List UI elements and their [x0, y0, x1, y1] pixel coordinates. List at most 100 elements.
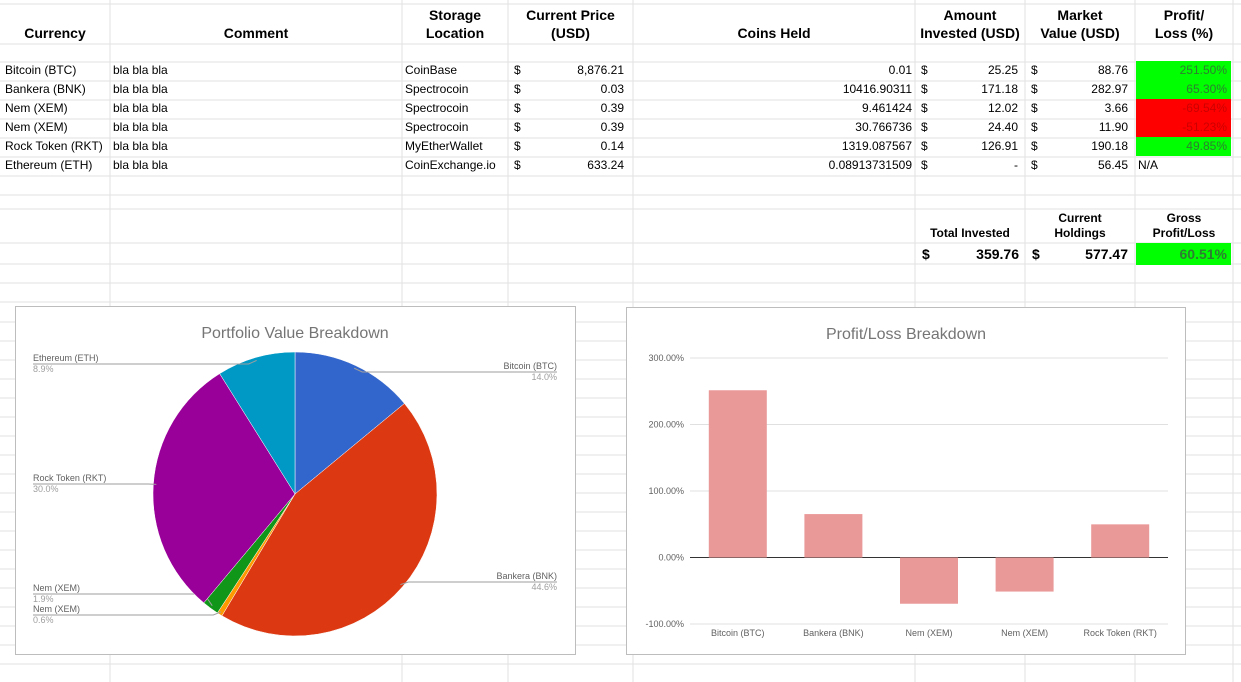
pie-slice[interactable] [219, 351, 296, 495]
cell-market-currency[interactable]: $ [1031, 82, 1038, 96]
bar[interactable] [804, 514, 863, 558]
cell-comment[interactable]: bla bla bla [113, 120, 168, 134]
bar-x-tick-label: Rock Token (RKT) [1084, 628, 1157, 638]
cell-invested[interactable]: 24.40 [987, 120, 1018, 134]
pie-slice[interactable] [221, 403, 438, 637]
cell-market[interactable]: 282.97 [1091, 82, 1128, 96]
cell-price[interactable]: 0.39 [600, 101, 624, 115]
cell-comment[interactable]: bla bla bla [113, 158, 168, 172]
cell-storage[interactable]: Spectrocoin [405, 82, 469, 96]
cell-market-currency[interactable]: $ [1031, 63, 1038, 77]
cell-invested-currency[interactable]: $ [921, 63, 928, 77]
cell-market[interactable]: 88.76 [1097, 63, 1128, 77]
cell-currency[interactable]: Nem (XEM) [5, 120, 68, 134]
cell-comment[interactable]: bla bla bla [113, 101, 168, 115]
cell-invested[interactable]: - [1014, 158, 1018, 172]
cell-invested[interactable]: 12.02 [987, 101, 1018, 115]
cell-storage[interactable]: Spectrocoin [405, 101, 469, 115]
header-profit[interactable]: Profit/ Loss (%) [1135, 6, 1233, 42]
bar[interactable] [900, 557, 958, 604]
cell-profit[interactable]: 65.30% [1136, 80, 1231, 99]
header-invested-line2: Invested (USD) [920, 25, 1020, 41]
header-coins[interactable]: Coins Held [737, 25, 811, 41]
cell-invested[interactable]: 171.18 [981, 82, 1018, 96]
cell-currency[interactable]: Nem (XEM) [5, 101, 68, 115]
cell-price-currency[interactable]: $ [514, 101, 521, 115]
cell-coins[interactable]: 1319.087567 [841, 139, 912, 153]
bar[interactable] [708, 390, 767, 558]
pie-slice-percent: 44.6% [531, 582, 557, 592]
cell-price-currency[interactable]: $ [514, 158, 521, 172]
cell-market-currency[interactable]: $ [1031, 101, 1038, 115]
header-invested[interactable]: Amount Invested (USD) [915, 6, 1025, 42]
header-currency[interactable]: Currency [24, 25, 86, 41]
cell-invested-currency[interactable]: $ [921, 120, 928, 134]
gross-profit-value[interactable]: 60.51% [1136, 243, 1231, 265]
cell-price[interactable]: 0.39 [600, 120, 624, 134]
gross-profit-label[interactable]: Gross Profit/Loss [1135, 211, 1233, 241]
profit-loss-bar-chart[interactable]: Profit/Loss Breakdown 300.00% 200.00% 100.0… [626, 307, 1186, 655]
header-storage-line2: Location [425, 25, 485, 41]
header-storage-line1: Storage [428, 7, 482, 23]
header-market[interactable]: Market Value (USD) [1025, 6, 1135, 42]
bar[interactable] [995, 557, 1054, 592]
cell-price[interactable]: 8,876.21 [577, 63, 624, 77]
pie-slice[interactable] [294, 351, 405, 495]
cell-price-currency[interactable]: $ [514, 63, 521, 77]
cell-coins[interactable]: 30.766736 [855, 120, 912, 134]
current-holdings-value[interactable]: 577.47 [1085, 246, 1128, 262]
cell-market[interactable]: 11.90 [1098, 120, 1128, 134]
cell-profit[interactable]: -51.23% [1136, 118, 1231, 137]
cell-profit[interactable]: 49.85% [1136, 137, 1231, 156]
cell-price-currency[interactable]: $ [514, 120, 521, 134]
cell-invested-currency[interactable]: $ [921, 139, 928, 153]
cell-storage[interactable]: CoinExchange.io [405, 158, 496, 172]
cell-comment[interactable]: bla bla bla [113, 82, 168, 96]
pie-slice-percent: 1.9% [33, 594, 54, 604]
total-invested-label[interactable]: Total Invested [930, 226, 1010, 240]
cell-profit[interactable]: -69.54% [1136, 99, 1231, 118]
pie-slice-label: Nem (XEM) [33, 583, 80, 593]
cell-coins[interactable]: 0.08913731509 [828, 158, 912, 172]
cell-storage[interactable]: Spectrocoin [405, 120, 469, 134]
cell-market-currency[interactable]: $ [1031, 158, 1038, 172]
cell-price-currency[interactable]: $ [514, 139, 521, 153]
total-invested-value[interactable]: 359.76 [976, 246, 1019, 262]
cell-currency[interactable]: Ethereum (ETH) [5, 158, 93, 172]
header-profit-line1: Profit/ [1163, 7, 1205, 23]
cell-coins[interactable]: 10416.90311 [842, 82, 912, 96]
cell-price[interactable]: 0.03 [600, 82, 624, 96]
cell-storage[interactable]: MyEtherWallet [405, 139, 483, 153]
cell-currency[interactable]: Bitcoin (BTC) [5, 63, 77, 77]
cell-price[interactable]: 0.14 [600, 139, 624, 153]
cell-profit[interactable]: 251.50% [1136, 61, 1231, 80]
header-price[interactable]: Current Price (USD) [508, 6, 633, 42]
cell-market[interactable]: 3.66 [1104, 101, 1128, 115]
cell-storage[interactable]: CoinBase [405, 63, 458, 77]
cell-invested[interactable]: 25.25 [987, 63, 1018, 77]
cell-profit[interactable]: N/A [1138, 158, 1159, 172]
pie-slice-label: Rock Token (RKT) [33, 473, 106, 483]
cell-coins[interactable]: 0.01 [888, 63, 912, 77]
header-comment[interactable]: Comment [223, 25, 289, 41]
cell-currency[interactable]: Rock Token (RKT) [5, 139, 103, 153]
cell-market-currency[interactable]: $ [1031, 120, 1038, 134]
cell-invested[interactable]: 126.91 [981, 139, 1018, 153]
cell-coins[interactable]: 9.461424 [861, 101, 912, 115]
cell-invested-currency[interactable]: $ [921, 82, 928, 96]
cell-price[interactable]: 633.24 [587, 158, 624, 172]
cell-comment[interactable]: bla bla bla [113, 139, 168, 153]
cell-invested-currency[interactable]: $ [921, 158, 928, 172]
current-holdings-label[interactable]: Current Holdings [1025, 211, 1135, 241]
cell-invested-currency[interactable]: $ [921, 101, 928, 115]
bar-x-tick-label: Bitcoin (BTC) [711, 628, 765, 638]
cell-market[interactable]: 56.45 [1097, 158, 1128, 172]
cell-market-currency[interactable]: $ [1031, 139, 1038, 153]
header-storage[interactable]: Storage Location [402, 6, 508, 42]
portfolio-pie-chart[interactable]: Portfolio Value Breakdown Bitcoin (BTC) 14… [15, 306, 576, 655]
cell-market[interactable]: 190.18 [1091, 139, 1128, 153]
cell-comment[interactable]: bla bla bla [113, 63, 168, 77]
cell-price-currency[interactable]: $ [514, 82, 521, 96]
cell-currency[interactable]: Bankera (BNK) [5, 82, 86, 96]
bar[interactable] [1091, 524, 1150, 558]
